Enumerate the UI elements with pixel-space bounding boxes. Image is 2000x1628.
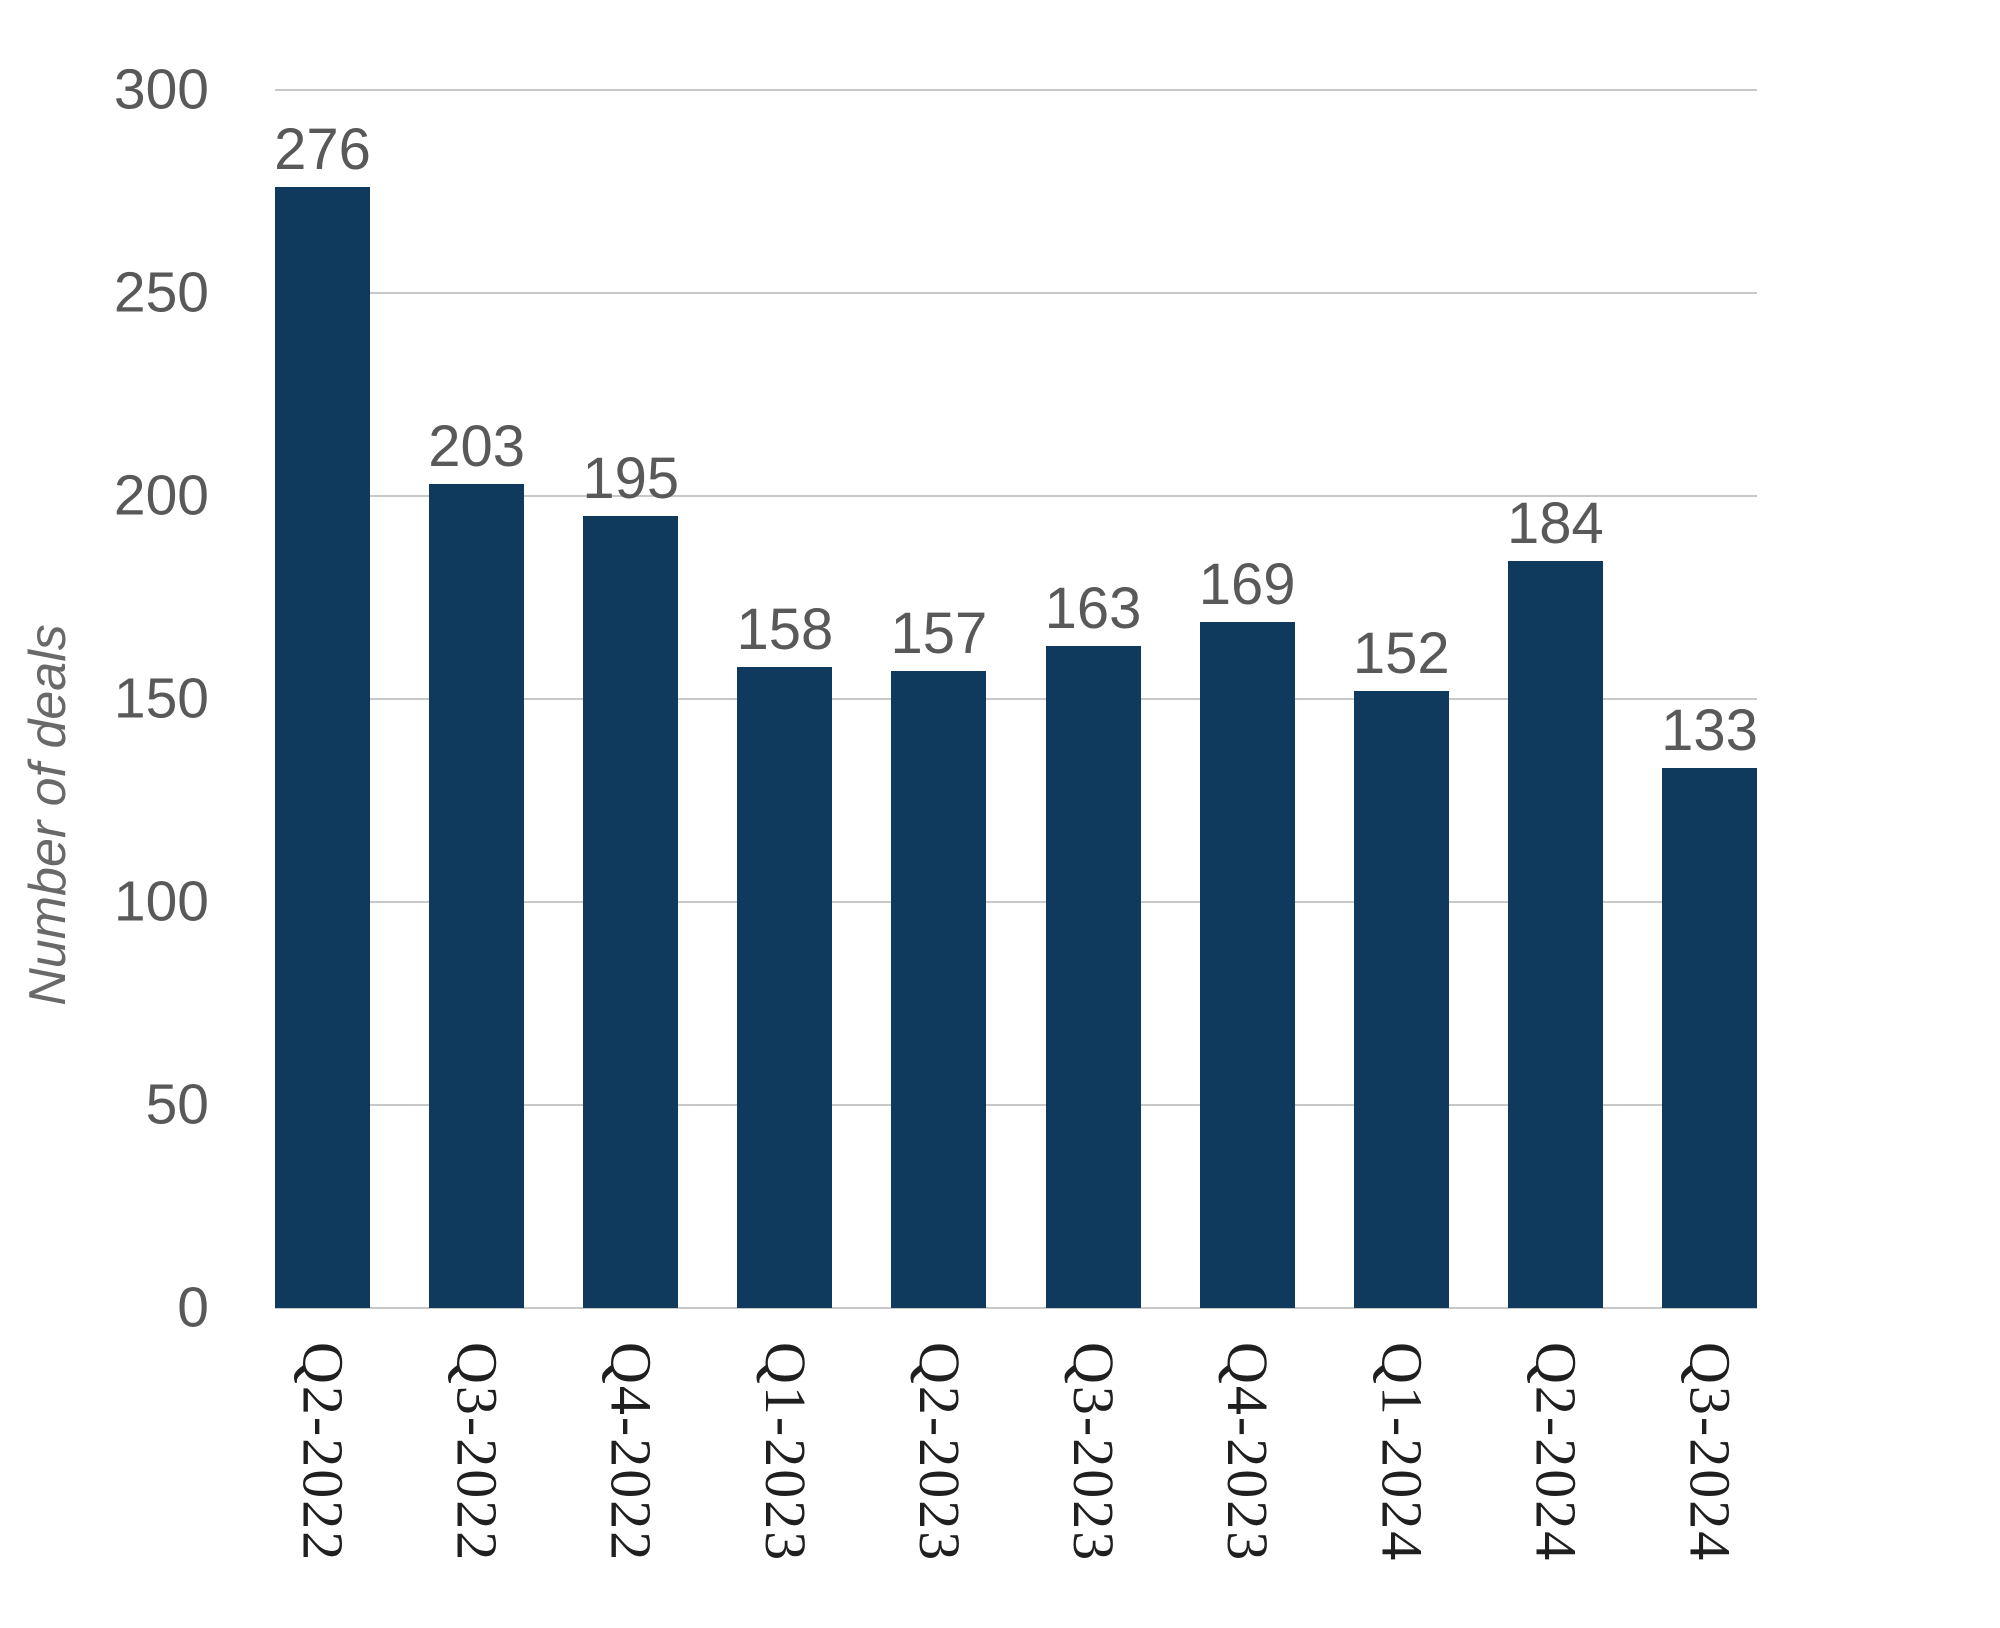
x-tick-label: Q1-2023	[752, 1342, 818, 1563]
bar-group: 169	[1198, 90, 1296, 1308]
x-tick-label: Q2-2022	[290, 1342, 356, 1563]
gridline	[275, 1104, 1757, 1106]
y-tick-label: 150	[113, 666, 209, 731]
x-axis-labels: Q2-2022 Q3-2022 Q4-2022 Q1-2023 Q2-2023 …	[275, 1342, 1757, 1562]
x-tick-cell: Q3-2022	[429, 1342, 524, 1562]
bar-group: 158	[736, 90, 834, 1308]
bar	[1199, 621, 1295, 1308]
x-tick-label: Q4-2022	[598, 1342, 664, 1563]
y-tick-label: 50	[145, 1072, 209, 1137]
bar	[275, 187, 370, 1308]
bar	[1507, 560, 1603, 1308]
plot-area: 0 50 100 150 200 250 300 276 203 195 158 157 1…	[114, 61, 1758, 1562]
bar-value-label: 276	[274, 117, 371, 183]
x-tick-label: Q3-2022	[444, 1342, 510, 1563]
bar-group: 157	[890, 90, 988, 1308]
bar-value-label: 184	[1506, 490, 1604, 556]
x-tick-cell: Q3-2023	[1046, 1342, 1141, 1562]
x-tick-cell: Q1-2024	[1354, 1342, 1449, 1562]
x-tick-label: Q4-2023	[1215, 1342, 1281, 1563]
gridline	[275, 901, 1757, 903]
bar-value-label: 152	[1352, 620, 1450, 686]
bar-value-label: 195	[582, 446, 680, 512]
gridline	[275, 495, 1757, 497]
bar-value-label: 203	[428, 413, 525, 479]
x-tick-cell: Q2-2023	[891, 1342, 986, 1562]
bar-group: 163	[1044, 90, 1142, 1308]
x-tick-cell: Q1-2023	[737, 1342, 832, 1562]
y-tick-label: 200	[113, 463, 209, 528]
bar-group: 276	[274, 90, 371, 1308]
bar-group: 203	[428, 90, 525, 1308]
gridlines-layer: 0 50 100 150 200 250 300	[114, 61, 1757, 1336]
bar	[737, 666, 833, 1308]
bar	[429, 483, 525, 1308]
bar-value-label: 158	[736, 596, 834, 662]
bar-group: 152	[1352, 90, 1450, 1308]
bar-group: 133	[1661, 90, 1758, 1308]
bar-value-label: 163	[1044, 576, 1142, 642]
x-tick-cell: Q4-2023	[1200, 1342, 1295, 1562]
y-axis-title: Number of deals	[19, 624, 77, 1006]
x-tick-label: Q3-2023	[1061, 1342, 1127, 1563]
y-tick-label: 300	[113, 57, 209, 122]
bar-value-label: 133	[1661, 698, 1758, 764]
x-tick-cell: Q3-2024	[1662, 1342, 1757, 1562]
bar	[1045, 646, 1141, 1308]
x-tick-label: Q2-2024	[1523, 1342, 1589, 1563]
x-tick-cell: Q2-2024	[1508, 1342, 1603, 1562]
x-tick-label: Q2-2023	[906, 1342, 972, 1563]
gridline	[275, 292, 1757, 294]
x-tick-cell: Q2-2022	[275, 1342, 370, 1562]
bar	[583, 516, 679, 1308]
x-tick-cell: Q4-2022	[583, 1342, 678, 1562]
y-tick-label: 0	[177, 1275, 209, 1340]
bar-group: 184	[1506, 90, 1604, 1308]
y-tick-label: 250	[113, 260, 209, 325]
x-tick-label: Q3-2024	[1677, 1342, 1743, 1563]
bars-layer: 276 203 195 158 157 163 169	[274, 90, 1758, 1308]
bar	[1661, 768, 1757, 1308]
bar	[891, 670, 987, 1308]
gridline	[275, 1307, 1757, 1309]
y-tick-label: 100	[113, 869, 209, 934]
gridline	[275, 89, 1757, 91]
bar-group: 195	[582, 90, 680, 1308]
bar-value-label: 157	[890, 600, 988, 666]
gridline	[275, 698, 1757, 700]
bar	[1353, 690, 1449, 1308]
x-tick-label: Q1-2024	[1369, 1342, 1435, 1563]
bar-value-label: 169	[1198, 551, 1296, 617]
